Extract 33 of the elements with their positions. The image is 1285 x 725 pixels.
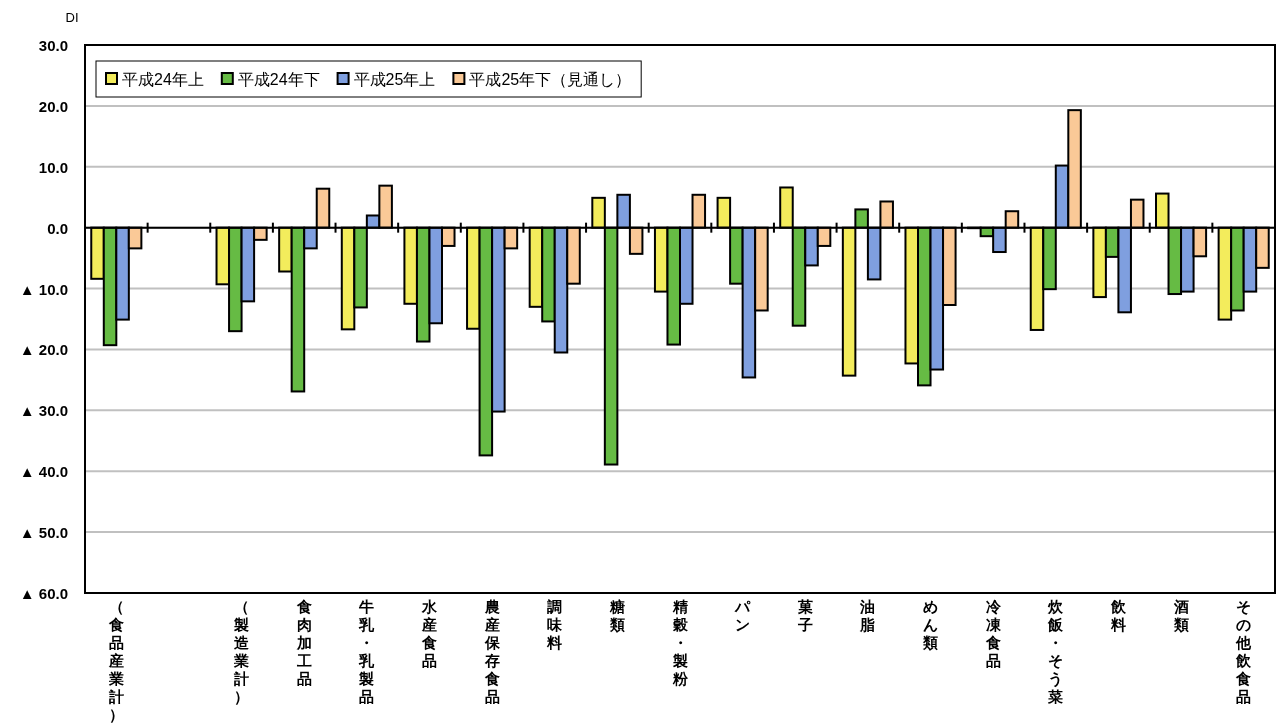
y-tick-label: ▲ 60.0 <box>19 585 68 602</box>
x-tick-label: 牛乳・乳製品 <box>359 598 375 705</box>
legend-label: 平成24年下 <box>237 71 320 88</box>
x-tick-label: （食品産業計） <box>108 598 124 723</box>
x-tick-label: （製造業計） <box>234 598 250 705</box>
y-tick-label: ▲ 50.0 <box>19 524 68 542</box>
x-tick-label: 菓子 <box>797 598 813 633</box>
x-tick-label: 糖類 <box>609 598 625 633</box>
x-tick-label: パン <box>735 598 751 633</box>
x-tick-label: 炊飯・そう菜 <box>1048 598 1064 705</box>
y-tick-label: ▲ 30.0 <box>19 402 68 420</box>
x-tick-label: その他飲食品 <box>1236 598 1252 705</box>
y-axis-title: DI <box>65 10 79 25</box>
y-tick-label: 20.0 <box>38 97 68 115</box>
legend-label: 平成25年下（見通し） <box>469 71 632 88</box>
y-tick-label: ▲ 40.0 <box>19 463 68 481</box>
y-tick-label: 0.0 <box>47 219 68 237</box>
legend-label: 平成24年上 <box>122 71 204 88</box>
x-tick-label: めん類 <box>923 598 939 651</box>
x-tick-label: 食肉加工品 <box>296 598 312 687</box>
x-tick-label: 冷凍食品 <box>985 598 1001 669</box>
x-tick-label: 精穀・製粉 <box>672 598 688 687</box>
legend-label: 平成25年上 <box>353 71 436 88</box>
x-tick-label: 水産食品 <box>421 598 437 669</box>
x-tick-label: 調味料 <box>547 598 563 651</box>
x-tick-label: 飲料 <box>1110 598 1126 633</box>
y-tick-label: ▲ 20.0 <box>19 341 68 359</box>
x-tick-label: 油脂 <box>860 598 876 633</box>
x-tick-label: 酒類 <box>1173 598 1189 633</box>
y-tick-label: 10.0 <box>38 158 68 176</box>
x-tick-label: 農産保存食品 <box>484 598 500 705</box>
y-tick-label: 30.0 <box>38 37 68 54</box>
y-tick-label: ▲ 10.0 <box>19 280 68 298</box>
